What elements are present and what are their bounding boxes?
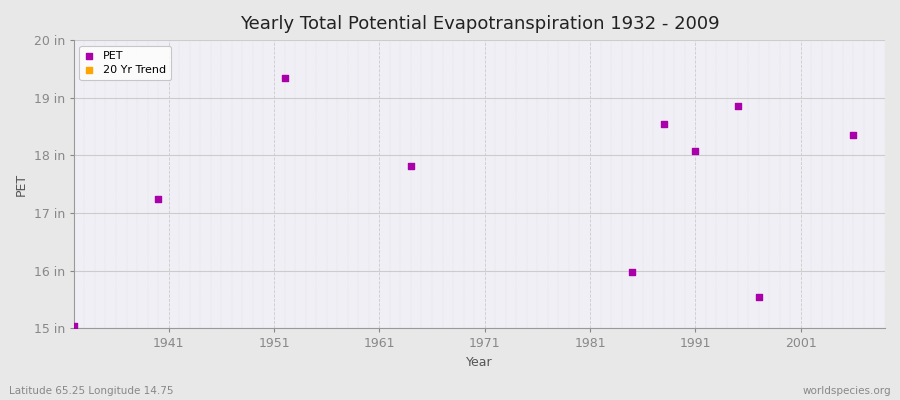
PET xyxy=(67,322,81,329)
Y-axis label: PET: PET xyxy=(15,173,28,196)
Text: Latitude 65.25 Longitude 14.75: Latitude 65.25 Longitude 14.75 xyxy=(9,386,174,396)
PET xyxy=(625,269,639,276)
PET xyxy=(752,294,766,300)
Text: worldspecies.org: worldspecies.org xyxy=(803,386,891,396)
X-axis label: Year: Year xyxy=(466,356,492,369)
Title: Yearly Total Potential Evapotranspiration 1932 - 2009: Yearly Total Potential Evapotranspiratio… xyxy=(239,15,719,33)
PET xyxy=(277,74,292,81)
PET xyxy=(846,132,860,138)
PET xyxy=(404,163,419,169)
PET xyxy=(730,103,744,110)
PET xyxy=(657,120,671,127)
PET xyxy=(688,148,703,154)
Legend: PET, 20 Yr Trend: PET, 20 Yr Trend xyxy=(79,46,171,80)
PET xyxy=(151,196,166,202)
